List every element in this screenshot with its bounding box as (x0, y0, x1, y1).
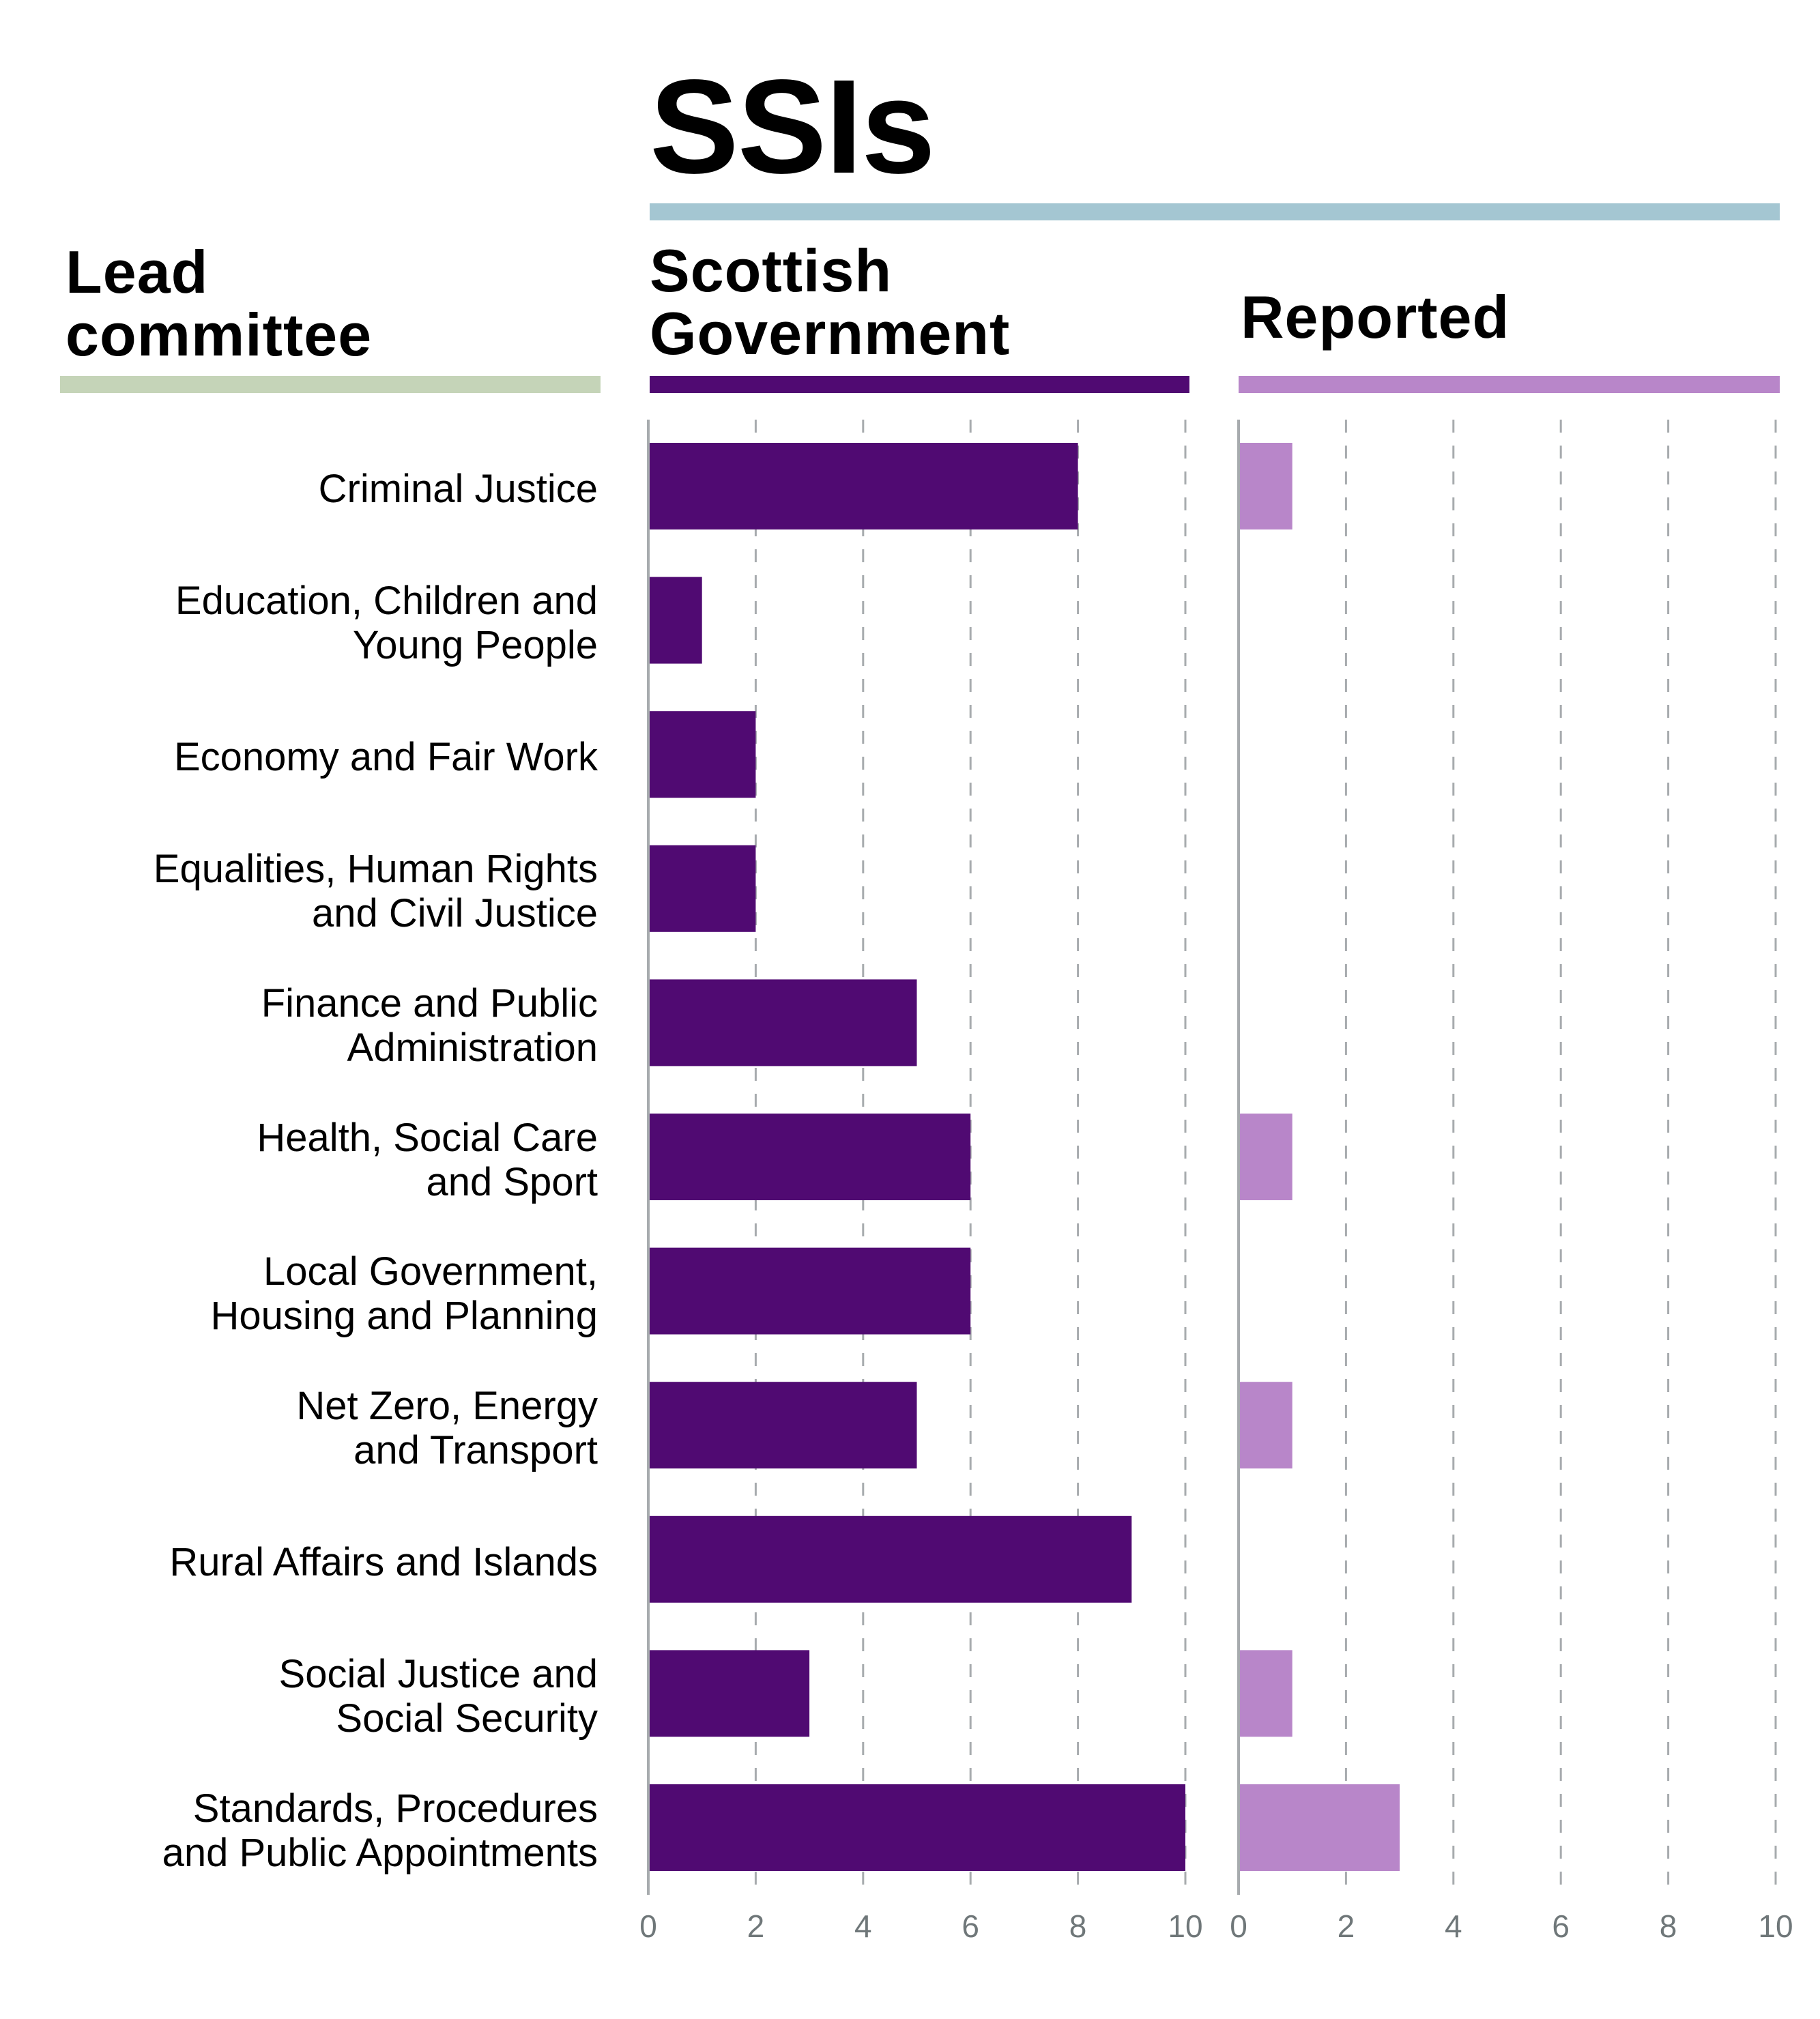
header-reported-line-1: Reported (1241, 283, 1510, 351)
bar-reported (1239, 443, 1292, 529)
row-label: Net Zero, Energy and Transport (296, 1384, 598, 1472)
row-label-line: Equalities, Human Rights (153, 847, 598, 892)
row-label-line: Standards, Procedures (192, 1786, 598, 1831)
title-rule (650, 203, 1780, 220)
bar-scottish-government (649, 443, 1078, 529)
grid-reported (1344, 420, 1777, 1895)
row-label-line: Rural Affairs and Islands (169, 1539, 598, 1584)
bar-reported (1239, 1650, 1292, 1737)
row-label-line: Health, Social Care (257, 1115, 598, 1160)
bars-scottish-government (649, 443, 1185, 1871)
row-label-line: Criminal Justice (318, 467, 598, 511)
header-lead-committee: Lead committee (66, 241, 372, 366)
row-label-line: and Transport (353, 1427, 598, 1472)
row-label: Rural Affairs and Islands (169, 1540, 598, 1584)
tick-label-reported-6: 6 (1552, 1908, 1570, 1944)
row-label-line: and Civil Justice (311, 891, 598, 936)
tick-label-scottish-government-6: 6 (962, 1908, 979, 1944)
header-scottish-government: Scottish Government (650, 239, 1010, 365)
bar-scottish-government (649, 1382, 917, 1469)
row-label-line: Education, Children and (175, 579, 598, 624)
row-label-line: Net Zero, Energy (296, 1383, 598, 1428)
row-label: Economy and Fair Work (174, 735, 598, 779)
bar-scottish-government (649, 1784, 1185, 1871)
bar-scottish-government (649, 1650, 810, 1737)
tick-label-reported-8: 8 (1660, 1908, 1677, 1944)
header-lead-committee-line-1: Lead (66, 238, 209, 306)
tick-label-reported-0: 0 (1230, 1908, 1247, 1944)
lead-committee-rule (60, 376, 601, 393)
tick-label-scottish-government-10: 10 (1168, 1908, 1202, 1944)
row-label-line: Housing and Planning (210, 1294, 598, 1339)
bar-scottish-government (649, 1515, 1132, 1603)
tick-label-reported-10: 10 (1758, 1908, 1793, 1944)
row-label-line: Social Security (336, 1696, 598, 1741)
row-label: Health, Social Care and Sport (257, 1116, 598, 1204)
row-label: Equalities, Human Rights and Civil Justic… (154, 847, 598, 935)
row-label-line: Young People (352, 623, 598, 668)
bar-scottish-government (649, 845, 756, 932)
bar-scottish-government (649, 711, 756, 798)
row-label-line: Social Justice and (278, 1651, 598, 1696)
tick-label-reported-2: 2 (1338, 1908, 1355, 1944)
header-lead-committee-line-2: committee (66, 301, 373, 368)
row-label-line: and Public Appointments (162, 1830, 598, 1875)
tick-labels: 0 2 4 6 8 10 0 2 4 6 8 10 (639, 1908, 1793, 1944)
bars-reported (1239, 443, 1400, 1871)
bar-scottish-government (649, 577, 702, 664)
row-label: Criminal Justice (319, 467, 598, 511)
row-label: Social Justice and Social Security (279, 1652, 598, 1741)
reported-rule (1239, 376, 1780, 393)
tick-label-scottish-government-8: 8 (1069, 1908, 1087, 1944)
bar-scottish-government (649, 1247, 971, 1335)
chart-title: SSIs (650, 52, 936, 201)
header-scottish-government-line-1: Scottish (650, 237, 893, 304)
header-reported: Reported (1241, 286, 1510, 349)
bar-reported (1239, 1784, 1400, 1871)
axes (647, 420, 1240, 1895)
row-label: Local Government, Housing and Planning (210, 1249, 598, 1338)
bar-scottish-government (649, 979, 917, 1066)
row-label: Standards, Procedures and Public Appointm… (162, 1786, 598, 1875)
row-label-line: Finance and Public (261, 981, 598, 1026)
row-label: Finance and Public Administration (261, 981, 598, 1070)
bar-reported (1239, 1382, 1292, 1469)
bar-scottish-government (649, 1114, 971, 1200)
tick-label-scottish-government-0: 0 (639, 1908, 657, 1944)
row-label-line: and Sport (426, 1159, 598, 1204)
bar-reported (1239, 1114, 1292, 1200)
tick-label-reported-4: 4 (1445, 1908, 1462, 1944)
tick-label-scottish-government-2: 2 (747, 1908, 765, 1944)
row-label-line: Local Government, (263, 1249, 598, 1294)
header-scottish-government-line-2: Government (650, 300, 1011, 367)
tick-label-scottish-government-4: 4 (854, 1908, 872, 1944)
row-label: Education, Children and Young People (175, 579, 598, 667)
scottish-government-rule (650, 376, 1189, 393)
row-label-line: Economy and Fair Work (173, 735, 598, 780)
row-label-line: Administration (347, 1025, 598, 1070)
